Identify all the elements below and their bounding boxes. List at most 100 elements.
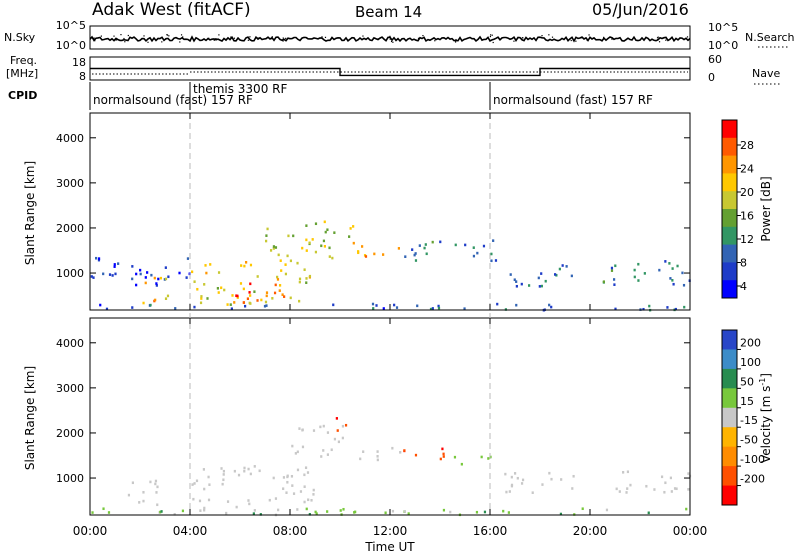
velocity-cell — [330, 448, 333, 452]
velocity-colorbar-ticks: 200 100 50 15 -15 -50 -100 -200 — [737, 336, 765, 487]
power-cell — [155, 282, 158, 285]
power-cell — [296, 261, 299, 265]
power-cell — [395, 306, 399, 309]
power-cell — [253, 290, 256, 293]
power-colorbar-swatches — [722, 120, 737, 299]
power-colorbar-tick-label: 8 — [740, 257, 747, 270]
power-cell — [131, 306, 134, 309]
power-cell — [174, 307, 177, 310]
velocity-cell — [626, 470, 630, 474]
nsearch-dot — [417, 37, 420, 39]
velocity-cell — [510, 483, 514, 487]
power-cell — [298, 280, 301, 284]
power-cell — [102, 272, 105, 276]
nave-tick-top: 60 — [708, 53, 722, 66]
velocity-cell — [670, 490, 673, 493]
velocity-cell — [559, 512, 563, 516]
power-cell — [108, 273, 112, 276]
power-cell — [131, 265, 134, 268]
velocity-cell — [298, 427, 301, 430]
velocity-cell — [274, 497, 278, 500]
velocity-cell — [475, 510, 479, 514]
velocity-cell — [290, 474, 294, 478]
freq-tick-bottom: 8 — [79, 70, 86, 83]
power-y-axis-label: Slant Range [km] — [23, 161, 37, 265]
velocity-cell — [442, 508, 446, 512]
power-cell — [159, 276, 163, 280]
power-heatmap — [90, 220, 691, 312]
velocity-colorbar-swatch — [722, 427, 737, 448]
power-cell — [476, 251, 479, 255]
power-cell — [431, 240, 434, 244]
nsky-panel: 10^5 10^0 10^5 10^0 — [56, 19, 738, 52]
velocity-cell — [663, 490, 666, 494]
power-cell — [236, 296, 239, 299]
velocity-cell — [191, 483, 194, 486]
power-cell — [269, 249, 273, 252]
nsearch-dot — [601, 39, 603, 41]
velocity-cell — [615, 487, 618, 491]
power-cell — [199, 301, 203, 305]
nsearch-dot — [247, 39, 249, 41]
velocity-heatmap — [91, 417, 692, 517]
power-cell — [303, 268, 306, 272]
power-cell — [669, 277, 672, 280]
velocity-cell — [341, 424, 345, 428]
power-colorbar-label: Power [dB] — [759, 176, 773, 241]
velocity-cell — [618, 490, 621, 493]
velocity-cell — [268, 498, 271, 502]
velocity-cell — [442, 452, 445, 456]
power-cell — [397, 247, 400, 250]
power-colorbar-frame — [721, 119, 738, 299]
power-cell — [216, 287, 219, 290]
power-cell — [305, 277, 308, 280]
velocity-cell — [199, 509, 202, 512]
power-cell — [157, 277, 160, 281]
velocity-cell — [282, 476, 286, 479]
velocity-cell — [312, 488, 315, 492]
x-tick-label: 08:00 — [273, 524, 308, 538]
power-cell — [272, 247, 275, 250]
velocity-colorbar-tick-label: 50 — [740, 375, 754, 388]
velocity-cell — [253, 509, 256, 512]
velocity-cell — [296, 450, 299, 454]
power-cell — [305, 281, 308, 284]
power-cell — [472, 246, 475, 249]
nsearch-dot — [161, 41, 163, 43]
velocity-cell — [414, 453, 418, 457]
power-cell — [413, 253, 416, 257]
power-cell — [540, 272, 543, 275]
nsky-line — [89, 35, 691, 43]
station-title: Adak West (fitACF) — [92, 0, 251, 20]
nsearch-dot — [665, 39, 667, 41]
power-colorbar-tick-label: 16 — [740, 210, 754, 223]
power-cell — [277, 253, 280, 257]
velocity-y-axis-label: Slant Range [km] — [23, 366, 37, 470]
velocity-cell — [154, 482, 157, 486]
power-cell — [328, 255, 331, 258]
cpid-boundary-lines — [189, 113, 491, 515]
power-cell — [613, 283, 616, 286]
velocity-cell — [647, 511, 650, 515]
nsearch-dot — [362, 35, 364, 37]
velocity-cell — [233, 469, 236, 473]
velocity-cell — [192, 497, 195, 501]
velocity-cell — [181, 509, 185, 513]
power-cell — [331, 256, 334, 260]
power-cell — [97, 258, 101, 262]
nsearch-dot — [588, 34, 590, 36]
power-cell — [155, 284, 158, 287]
nsearch-dot — [586, 39, 588, 41]
power-cell — [349, 227, 352, 230]
velocity-cell — [138, 501, 141, 504]
power-cell — [672, 282, 675, 286]
power-cell — [193, 280, 196, 283]
velocity-cell — [159, 510, 162, 514]
nsearch-dot — [120, 34, 122, 36]
velocity-cell — [687, 488, 690, 491]
power-cell — [553, 273, 557, 276]
nsearch-dot — [422, 34, 424, 37]
power-cell — [229, 303, 232, 306]
nsearch-dot — [521, 37, 524, 39]
power-cell — [284, 263, 287, 266]
